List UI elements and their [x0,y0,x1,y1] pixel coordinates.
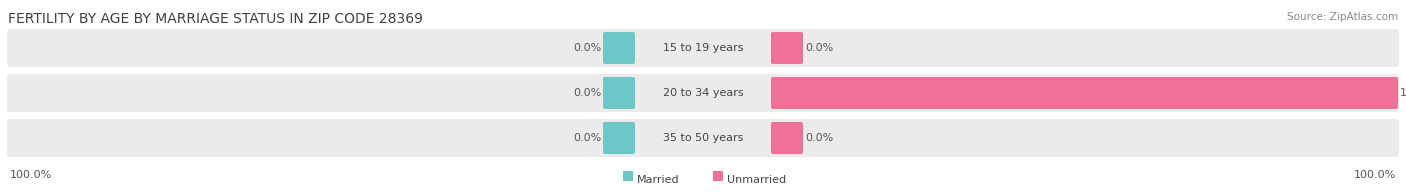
FancyBboxPatch shape [7,29,1399,67]
Text: Married: Married [637,175,679,185]
FancyBboxPatch shape [770,122,803,154]
Text: 100.0%: 100.0% [10,170,52,180]
FancyBboxPatch shape [770,77,1398,109]
Text: Source: ZipAtlas.com: Source: ZipAtlas.com [1286,12,1398,22]
FancyBboxPatch shape [623,171,633,181]
Text: 35 to 50 years: 35 to 50 years [662,133,744,143]
Text: 0.0%: 0.0% [572,133,600,143]
FancyBboxPatch shape [603,77,636,109]
Text: 100.0%: 100.0% [1400,88,1406,98]
FancyBboxPatch shape [713,171,723,181]
FancyBboxPatch shape [603,122,636,154]
FancyBboxPatch shape [7,74,1399,112]
Text: 0.0%: 0.0% [572,43,600,53]
FancyBboxPatch shape [603,32,636,64]
Text: 0.0%: 0.0% [806,133,834,143]
FancyBboxPatch shape [7,119,1399,157]
FancyBboxPatch shape [770,32,803,64]
Text: 15 to 19 years: 15 to 19 years [662,43,744,53]
Text: FERTILITY BY AGE BY MARRIAGE STATUS IN ZIP CODE 28369: FERTILITY BY AGE BY MARRIAGE STATUS IN Z… [8,12,423,26]
Text: 0.0%: 0.0% [806,43,834,53]
Text: 100.0%: 100.0% [1354,170,1396,180]
Text: 0.0%: 0.0% [572,88,600,98]
Text: Unmarried: Unmarried [727,175,786,185]
Text: 20 to 34 years: 20 to 34 years [662,88,744,98]
